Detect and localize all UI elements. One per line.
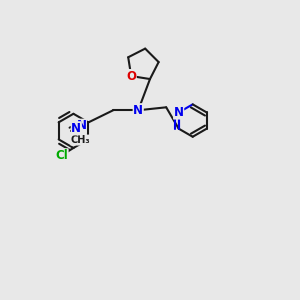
Text: N: N (133, 104, 143, 117)
Text: N: N (71, 122, 81, 135)
Text: N: N (76, 119, 86, 132)
Text: N: N (174, 106, 184, 119)
Text: Cl: Cl (55, 149, 68, 162)
Text: CH₃: CH₃ (71, 135, 91, 145)
Text: O: O (126, 70, 136, 83)
